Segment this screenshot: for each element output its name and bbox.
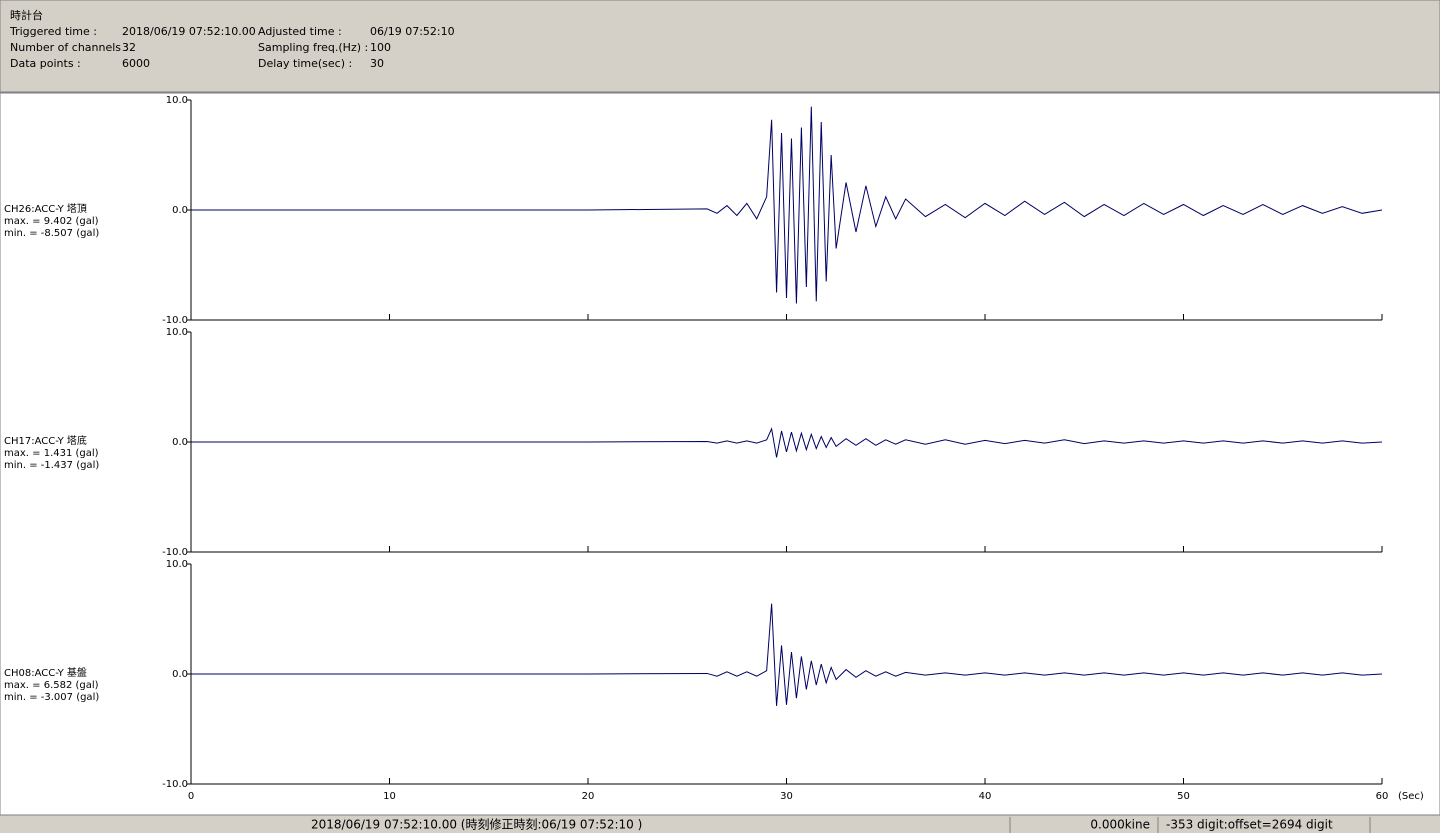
field-value: 100 [370,41,391,54]
y-tick-label: 10.0 [166,95,188,106]
field-label: Number of channels : [10,41,128,54]
field-label: Triggered time : [9,25,97,38]
channel-stat: max. = 6.582 (gal) [4,680,99,691]
channel-name: CH26:ACC-Y 塔頂 [4,202,87,215]
y-tick-label: -10.0 [162,547,188,558]
field-value: 30 [370,57,384,70]
channel-stat: min. = -3.007 (gal) [4,692,99,703]
field-label: Sampling freq.(Hz) : [258,41,368,54]
field-value: 32 [122,41,136,54]
y-tick-label: 0.0 [172,205,188,216]
channel-name: CH08:ACC-Y 基盤 [4,666,87,679]
y-tick-label: -10.0 [162,315,188,326]
x-tick-label: 20 [582,791,595,802]
x-tick-label: 60 [1376,791,1389,802]
channel-stat: min. = -8.507 (gal) [4,228,99,239]
status-bar [0,816,1440,833]
field-value: 6000 [122,57,150,70]
header-panel [0,0,1440,93]
header: 時計台 Triggered time : 2018/06/19 07:52:10.… [9,8,455,70]
channel-name: CH17:ACC-Y 塔底 [4,434,87,447]
x-tick-label: 10 [383,791,396,802]
status-time: 2018/06/19 07:52:10.00 (時刻修正時刻:06/19 07:… [311,817,642,832]
y-tick-label: 10.0 [166,327,188,338]
y-tick-label: 0.0 [172,669,188,680]
field-value: 06/19 07:52:10 [370,25,455,38]
waveform [191,427,1383,458]
channel-stat: max. = 1.431 (gal) [4,448,99,459]
field-label: Data points : [10,57,81,70]
y-tick-label: -10.0 [162,779,188,790]
field-label: Adjusted time : [258,25,342,38]
status-digit: -353 digit:offset=2694 digit [1166,818,1333,832]
x-tick-label: 30 [780,791,793,802]
x-tick-label: 50 [1177,791,1190,802]
channel-stat: max. = 9.402 (gal) [4,216,99,227]
x-tick-label: 40 [979,791,992,802]
plot-panel [0,92,1440,816]
y-tick-label: 10.0 [166,559,188,570]
waveform [191,603,1383,706]
field-label: Delay time(sec) : [258,57,352,70]
status-velocity: 0.000kine [1090,818,1150,832]
y-tick-label: 0.0 [172,437,188,448]
x-axis-label: (Sec) [1398,791,1424,802]
station-title: 時計台 [10,8,43,22]
channel-stat: min. = -1.437 (gal) [4,460,99,471]
waveform [191,106,1383,304]
x-tick-label: 0 [188,791,194,802]
field-value: 2018/06/19 07:52:10.00 [122,25,256,38]
